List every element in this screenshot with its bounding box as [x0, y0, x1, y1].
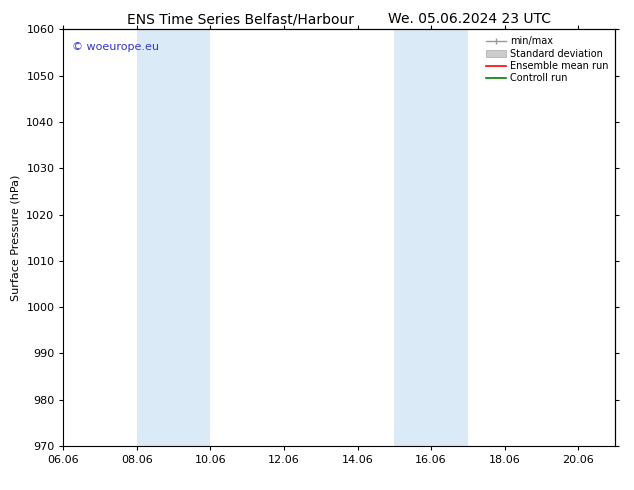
Text: We. 05.06.2024 23 UTC: We. 05.06.2024 23 UTC — [387, 12, 551, 26]
Legend: min/max, Standard deviation, Ensemble mean run, Controll run: min/max, Standard deviation, Ensemble me… — [484, 34, 610, 85]
Text: © woeurope.eu: © woeurope.eu — [72, 42, 158, 52]
Bar — [394, 29, 468, 446]
Y-axis label: Surface Pressure (hPa): Surface Pressure (hPa) — [11, 174, 21, 301]
Text: ENS Time Series Belfast/Harbour: ENS Time Series Belfast/Harbour — [127, 12, 354, 26]
Bar — [137, 29, 210, 446]
